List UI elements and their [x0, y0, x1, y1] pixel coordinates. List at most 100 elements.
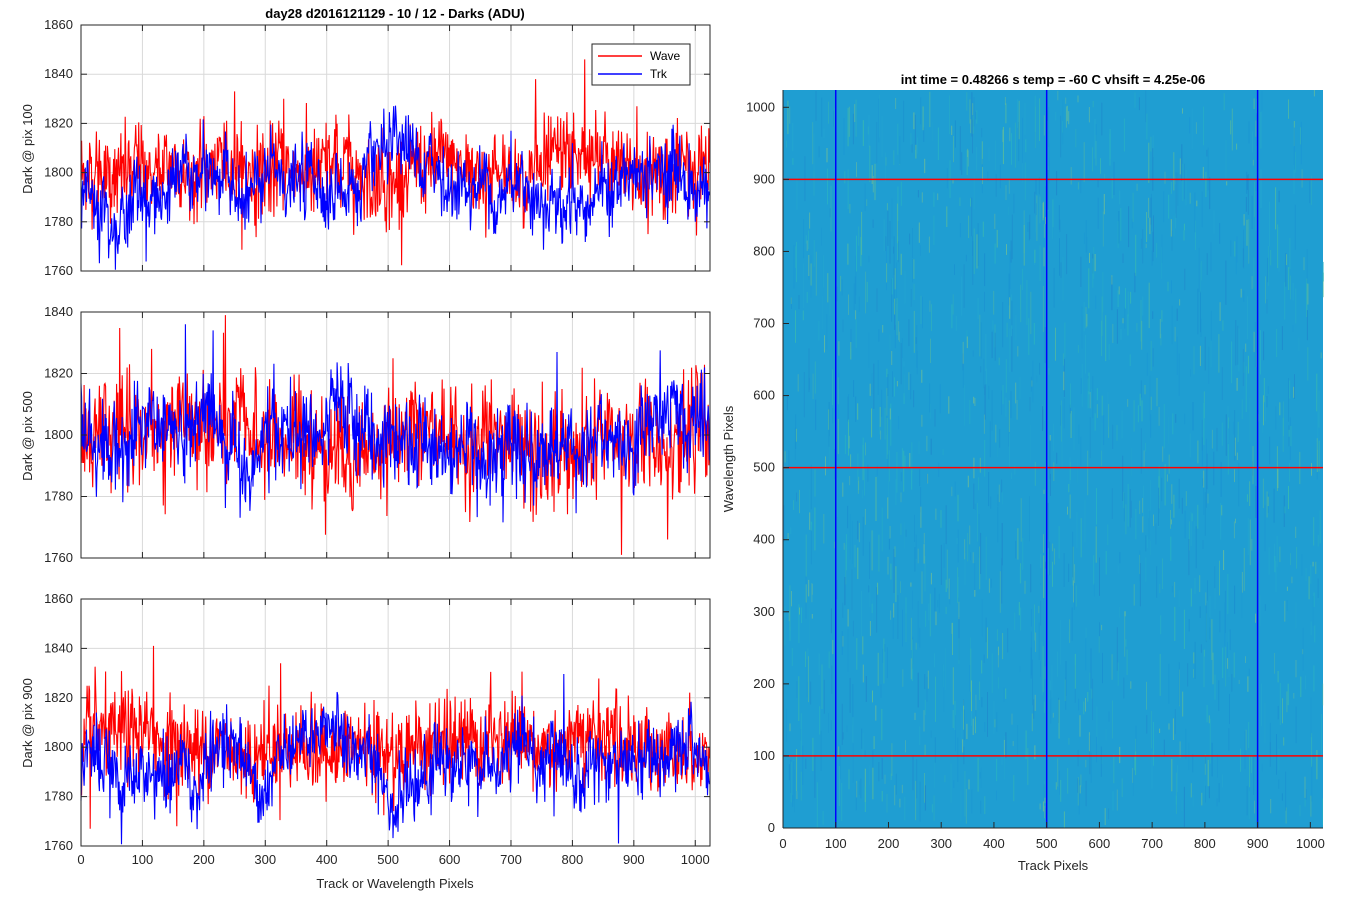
heatmap-texture [971, 680, 972, 712]
heatmap-texture [1248, 121, 1250, 144]
heatmap-texture [837, 377, 839, 405]
heatmap-texture [984, 440, 986, 477]
heatmap-texture [899, 136, 901, 165]
heatmap-texture [868, 114, 870, 148]
heatmap-texture [980, 366, 982, 373]
heatmap-texture [996, 629, 998, 641]
heatmap-texture [818, 653, 820, 676]
x-tick-label: 1000 [681, 852, 710, 867]
heatmap-texture [1077, 749, 1079, 767]
heatmap-texture [912, 755, 914, 791]
heatmap-texture-bright [1034, 745, 1036, 760]
heatmap-texture [1153, 215, 1154, 252]
y-tick-label: 700 [753, 316, 775, 331]
heatmap-texture [805, 758, 807, 769]
heatmap-texture [1129, 489, 1131, 528]
heatmap-texture [900, 253, 902, 275]
heatmap-texture [920, 487, 922, 513]
heatmap-texture [1189, 117, 1191, 134]
heatmap-texture [1288, 378, 1289, 422]
heatmap-texture [1231, 674, 1233, 692]
heatmap-texture [1020, 607, 1022, 631]
heatmap-texture [1122, 253, 1124, 263]
heatmap-texture [1245, 196, 1247, 212]
heatmap-texture [1135, 738, 1137, 776]
heatmap-texture [1191, 108, 1193, 150]
heatmap-texture [871, 603, 873, 613]
heatmap-texture [827, 273, 829, 303]
heatmap-texture-bright [967, 475, 969, 488]
heatmap-texture [1056, 452, 1058, 464]
heatmap-texture-bright [1088, 107, 1090, 123]
heatmap-texture [887, 374, 889, 396]
heatmap-texture [946, 549, 948, 589]
heatmap-texture [1006, 322, 1008, 338]
heatmap-texture [1167, 281, 1169, 292]
heatmap-texture [1206, 253, 1208, 275]
heatmap-texture-bright [864, 508, 866, 525]
heatmap-texture [1150, 136, 1152, 152]
heatmap-texture-bright [838, 746, 840, 756]
heatmap-texture [1248, 791, 1250, 820]
heatmap-texture [963, 385, 965, 426]
heatmap-texture [1107, 391, 1109, 427]
heatmap-texture [888, 450, 890, 482]
heatmap-texture-bright [982, 166, 983, 185]
heatmap-texture [1200, 644, 1202, 653]
heatmap-texture [1171, 230, 1173, 251]
heatmap-texture [864, 768, 866, 803]
heatmap-texture [893, 549, 895, 593]
heatmap-texture [1026, 279, 1028, 325]
heatmap-texture [865, 271, 867, 314]
heatmap-texture [1175, 414, 1177, 423]
heatmap-texture [914, 114, 916, 150]
heatmap-texture [1083, 701, 1085, 715]
heatmap-texture [946, 206, 948, 227]
heatmap-texture [903, 361, 905, 397]
heatmap-texture [1317, 534, 1319, 547]
heatmap-texture [844, 171, 846, 184]
heatmap-texture [974, 503, 976, 510]
heatmap-texture [979, 681, 981, 700]
heatmap-texture-bright [1252, 159, 1254, 166]
heatmap-texture [1294, 151, 1296, 173]
heatmap-texture [799, 607, 800, 615]
heatmap-texture [1276, 446, 1278, 491]
heatmap-texture [973, 175, 975, 210]
heatmap-texture [868, 255, 870, 263]
heatmap-texture [795, 428, 797, 442]
heatmap-texture [1034, 216, 1036, 233]
heatmap-texture [1285, 253, 1287, 287]
heatmap-texture [1099, 622, 1100, 637]
heatmap-texture [965, 788, 967, 824]
heatmap-texture [1286, 691, 1288, 713]
heatmap-texture-bright [1203, 470, 1205, 488]
heatmap-texture [931, 804, 933, 813]
heatmap-texture [931, 122, 933, 141]
heatmap-y-axis-label: Wavelength Pixels [721, 405, 736, 512]
heatmap-texture-bright [1307, 283, 1309, 305]
heatmap-texture [1190, 369, 1191, 377]
heatmap-texture [1175, 795, 1177, 805]
heatmap-texture [1266, 491, 1268, 518]
heatmap-texture [1209, 595, 1211, 628]
heatmap-texture [1275, 560, 1277, 593]
heatmap-texture-bright [1085, 698, 1086, 712]
heatmap-texture [975, 716, 976, 734]
heatmap-texture [864, 786, 866, 812]
heatmap-texture [1066, 105, 1068, 122]
heatmap-texture [881, 507, 883, 552]
heatmap-texture [1030, 609, 1032, 627]
heatmap-texture [1306, 310, 1308, 341]
heatmap-texture [1269, 436, 1271, 465]
heatmap-texture [1116, 309, 1118, 344]
heatmap-texture [1085, 638, 1087, 671]
heatmap-texture [1009, 251, 1011, 289]
heatmap-texture [1086, 236, 1088, 259]
heatmap-texture [939, 384, 941, 414]
heatmap-texture [996, 790, 997, 801]
heatmap-texture [924, 785, 926, 811]
heatmap-texture [1043, 701, 1045, 713]
heatmap-texture [836, 580, 838, 600]
heatmap-texture [1112, 424, 1114, 449]
